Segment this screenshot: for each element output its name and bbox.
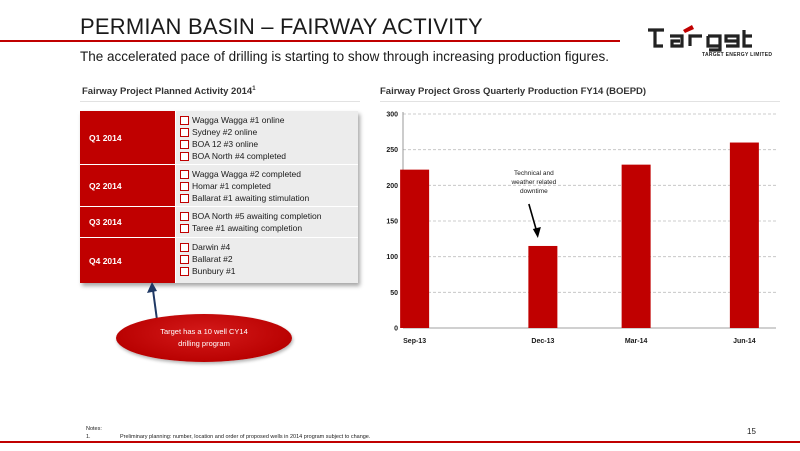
annotation-arrowhead-icon bbox=[532, 227, 541, 238]
y-tick-label: 200 bbox=[386, 183, 398, 190]
page-number: 15 bbox=[747, 427, 756, 436]
checkbox-icon bbox=[180, 127, 189, 137]
quarter-items: Wagga Wagga #2 completed Homar #1 comple… bbox=[180, 168, 309, 204]
quarter-label: Q3 2014 bbox=[80, 207, 176, 237]
quarter-items: Darwin #4 Ballarat #2 Bunbury #1 bbox=[180, 241, 235, 277]
checkbox-icon bbox=[180, 223, 189, 233]
y-tick-label: 250 bbox=[386, 147, 398, 154]
activity-item-text: Ballarat #1 awaiting stimulation bbox=[192, 193, 310, 203]
annotation-line: downtime bbox=[520, 188, 548, 195]
y-tick-label: 0 bbox=[394, 326, 398, 333]
callout-line-1: Target has a 10 well CY14 bbox=[160, 327, 248, 336]
activity-table: Q1 2014 Wagga Wagga #1 online Sydney #2 … bbox=[80, 111, 358, 283]
activity-item: Ballarat #2 bbox=[180, 253, 235, 265]
checkbox-icon bbox=[180, 193, 189, 203]
checkbox-icon bbox=[180, 266, 189, 276]
footnote-number: 1. bbox=[86, 434, 91, 440]
quarter-label: Q2 2014 bbox=[80, 165, 176, 206]
activity-item-text: Wagga Wagga #2 completed bbox=[192, 169, 301, 179]
annotation-line: Technical and bbox=[514, 170, 554, 177]
bar-jun-14 bbox=[729, 142, 759, 328]
activity-item-text: Wagga Wagga #1 online bbox=[192, 115, 285, 125]
activity-item-text: Darwin #4 bbox=[192, 242, 231, 252]
activity-item: Bunbury #1 bbox=[180, 265, 235, 277]
activity-item: Wagga Wagga #2 completed bbox=[180, 168, 309, 180]
checkbox-icon bbox=[180, 181, 189, 191]
x-tick-label: Mar-14 bbox=[625, 338, 648, 345]
quarter-items: Wagga Wagga #1 online Sydney #2 online B… bbox=[180, 114, 286, 162]
logo-subtitle: TARGET ENERGY LIMITED bbox=[702, 52, 773, 58]
quarter-row-q2: Q2 2014 Wagga Wagga #2 completed Homar #… bbox=[80, 165, 358, 207]
annotation-line: weather related bbox=[510, 179, 556, 186]
x-tick-label: Jun-14 bbox=[733, 338, 756, 345]
activity-item-text: BOA North #4 completed bbox=[192, 151, 287, 161]
activity-item: Homar #1 completed bbox=[180, 180, 309, 192]
footnote-marker: 1 bbox=[252, 86, 256, 92]
quarter-row-q4: Q4 2014 Darwin #4 Ballarat #2 Bunbury #1 bbox=[80, 238, 358, 283]
activity-item: BOA 12 #3 online bbox=[180, 138, 286, 150]
activity-item: Ballarat #1 awaiting stimulation bbox=[180, 192, 309, 204]
activity-item-text: Ballarat #2 bbox=[192, 254, 233, 264]
production-chart-heading: Fairway Project Gross Quarterly Producti… bbox=[380, 86, 647, 97]
checkbox-icon bbox=[180, 211, 189, 221]
activity-item: BOA North #4 completed bbox=[180, 150, 286, 162]
checkbox-icon bbox=[180, 115, 189, 125]
bar-sep-13 bbox=[400, 169, 430, 328]
activity-item: Taree #1 awaiting completion bbox=[180, 222, 321, 234]
checkbox-icon bbox=[180, 242, 189, 252]
production-bar-chart: 0 50 100 150 200 250 300 Sep-13 Dec-13 Mar-14 Jun… bbox=[386, 112, 776, 345]
planned-activity-heading-text: Fairway Project Planned Activity 2014 bbox=[82, 86, 253, 98]
activity-item-text: Taree #1 awaiting completion bbox=[192, 223, 303, 233]
title-divider-left bbox=[0, 40, 80, 42]
quarter-label: Q1 2014 bbox=[80, 111, 176, 164]
activity-item-text: BOA 12 #3 online bbox=[192, 139, 259, 149]
quarter-items: BOA North #5 awaiting completion Taree #… bbox=[180, 210, 321, 234]
quarter-row-q1: Q1 2014 Wagga Wagga #1 online Sydney #2 … bbox=[80, 111, 358, 165]
checkbox-icon bbox=[180, 169, 189, 179]
annotation-arrow-line bbox=[528, 203, 538, 233]
y-tick-label: 50 bbox=[390, 290, 398, 297]
notes-label: Notes: bbox=[86, 426, 102, 432]
checkbox-icon bbox=[180, 139, 189, 149]
callout-arrow-icon bbox=[147, 282, 158, 321]
left-heading-divider bbox=[80, 101, 360, 102]
checkbox-icon bbox=[180, 151, 189, 161]
activity-item-text: Sydney #2 online bbox=[192, 127, 258, 137]
activity-item-text: Homar #1 completed bbox=[192, 181, 271, 191]
slide-subtitle: The accelerated pace of drilling is star… bbox=[80, 49, 610, 64]
y-tick-label: 300 bbox=[386, 112, 398, 119]
planned-activity-heading: Fairway Project Planned Activity 20141 bbox=[82, 86, 256, 97]
right-heading-divider bbox=[380, 101, 780, 102]
activity-item: Wagga Wagga #1 online bbox=[180, 114, 286, 126]
footnotes: Notes: 1. Preliminary planning: number, … bbox=[86, 425, 370, 441]
footnote-1: 1. Preliminary planning: number, locatio… bbox=[86, 433, 370, 441]
checkbox-icon bbox=[180, 254, 189, 264]
footer-divider bbox=[0, 441, 800, 443]
quarter-row-q3: Q3 2014 BOA North #5 awaiting completion… bbox=[80, 207, 358, 238]
callout-line-2: drilling program bbox=[178, 339, 230, 348]
y-tick-label: 150 bbox=[386, 219, 398, 226]
x-tick-label: Dec-13 bbox=[531, 338, 554, 345]
activity-item: BOA North #5 awaiting completion bbox=[180, 210, 321, 222]
target-energy-logo: TARGET ENERGY LIMITED bbox=[646, 24, 772, 64]
drilling-program-callout: Target has a 10 well CY14 drilling progr… bbox=[116, 314, 292, 362]
bar-mar-14 bbox=[621, 164, 651, 328]
bar-dec-13 bbox=[528, 245, 558, 328]
quarter-label: Q4 2014 bbox=[80, 238, 176, 283]
slide-title: PERMIAN BASIN – FAIRWAY ACTIVITY bbox=[80, 14, 483, 39]
title-divider bbox=[80, 40, 620, 42]
activity-item-text: BOA North #5 awaiting completion bbox=[192, 211, 322, 221]
activity-item: Darwin #4 bbox=[180, 241, 235, 253]
footnote-text: Preliminary planning: number, location a… bbox=[120, 434, 371, 440]
x-tick-label: Sep-13 bbox=[403, 338, 426, 345]
y-tick-label: 100 bbox=[386, 254, 398, 261]
activity-item-text: Bunbury #1 bbox=[192, 266, 236, 276]
target-logo-mark bbox=[648, 25, 752, 52]
activity-item: Sydney #2 online bbox=[180, 126, 286, 138]
